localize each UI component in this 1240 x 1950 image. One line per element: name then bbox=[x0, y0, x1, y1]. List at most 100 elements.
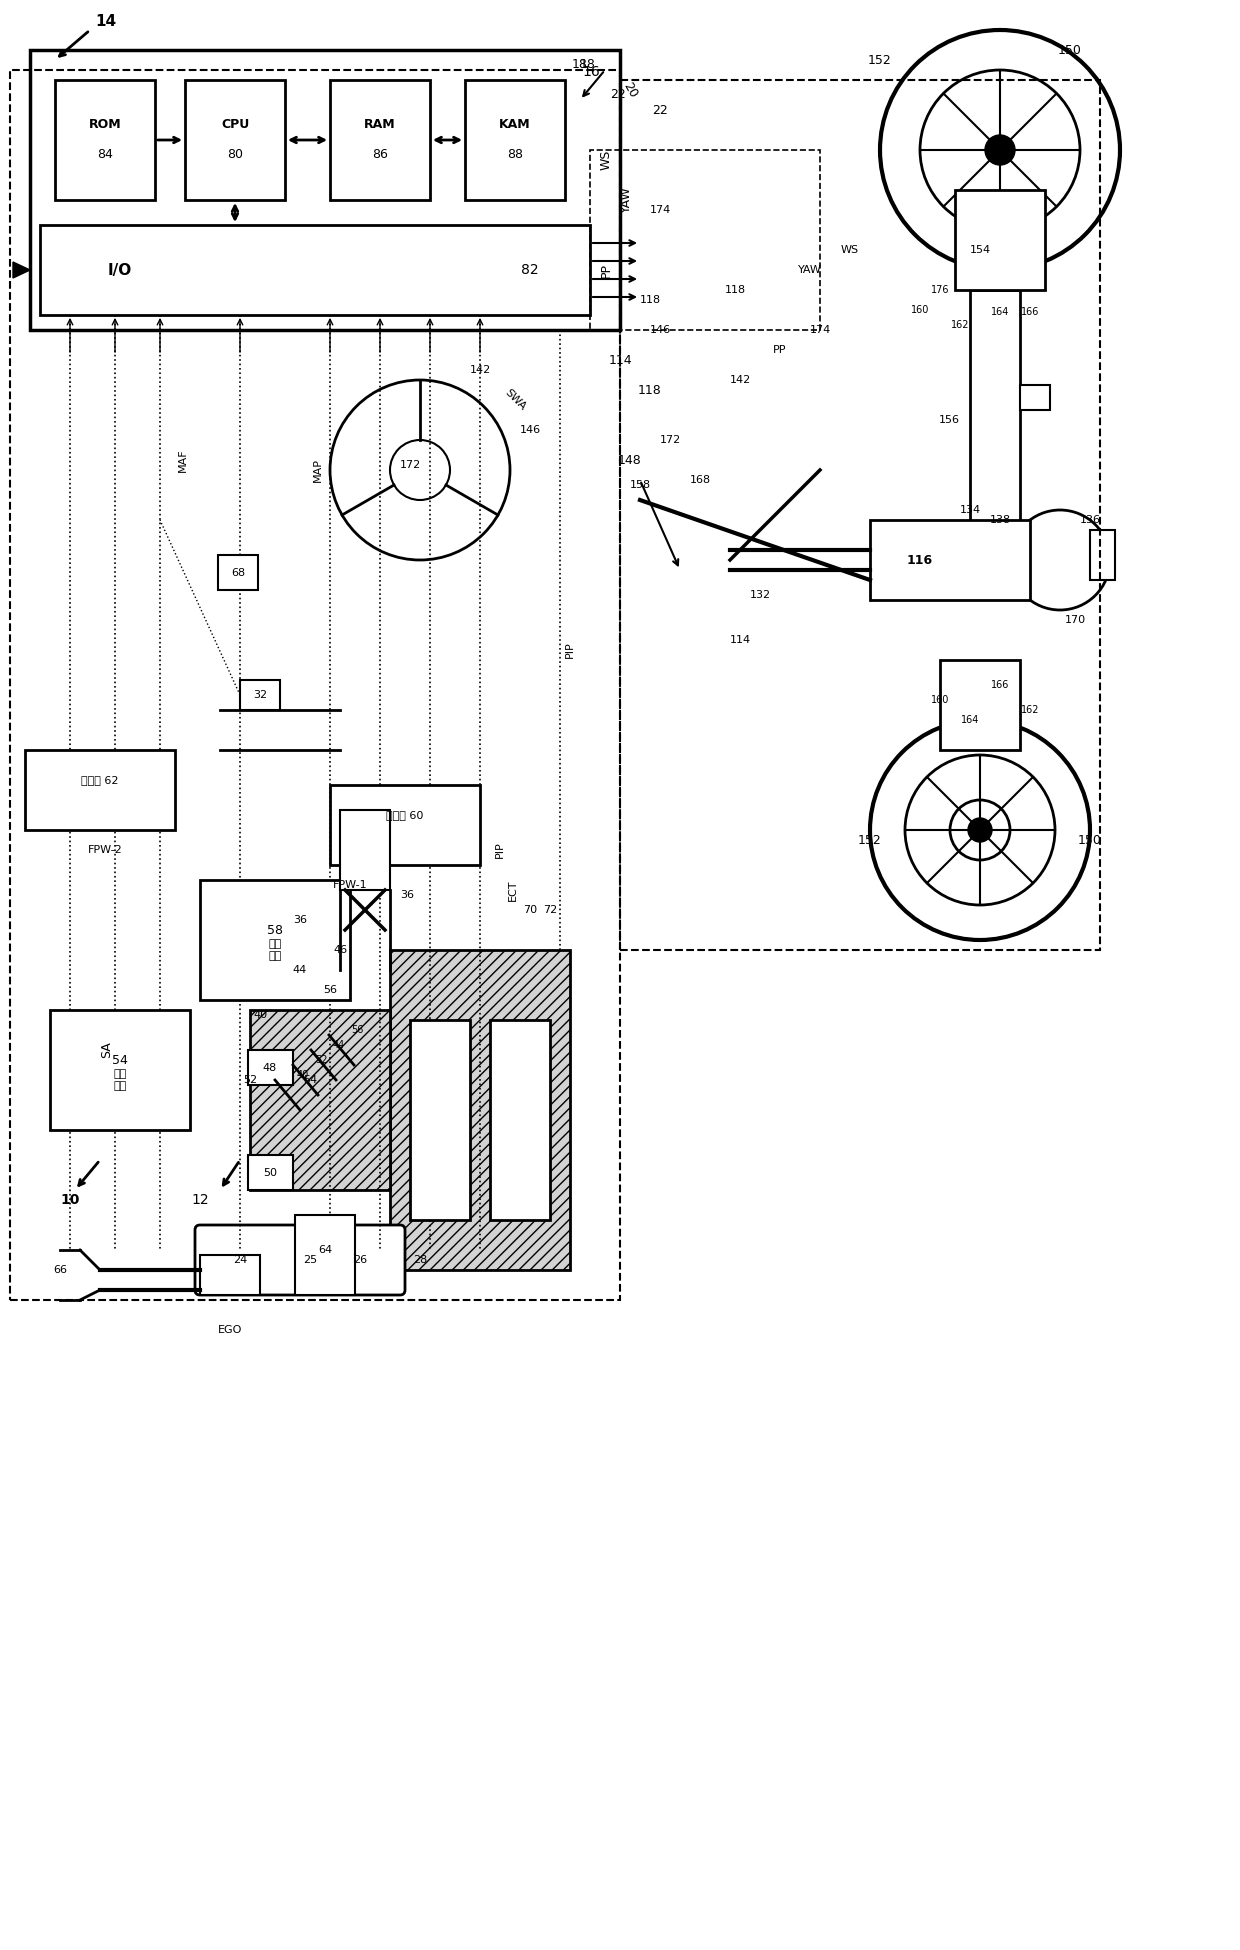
Text: 142: 142 bbox=[470, 365, 491, 374]
Text: 26: 26 bbox=[353, 1256, 367, 1266]
Bar bbox=[955, 189, 1045, 291]
Text: WS: WS bbox=[600, 150, 613, 170]
Text: 138: 138 bbox=[990, 515, 1011, 525]
Text: 22: 22 bbox=[610, 88, 626, 101]
Text: PIP: PIP bbox=[495, 842, 505, 858]
Text: 172: 172 bbox=[660, 435, 681, 445]
Text: 174: 174 bbox=[650, 205, 671, 214]
Text: 54: 54 bbox=[112, 1053, 128, 1067]
Bar bbox=[330, 80, 430, 201]
Text: 166: 166 bbox=[991, 681, 1009, 690]
Text: 132: 132 bbox=[749, 591, 770, 601]
Circle shape bbox=[985, 135, 1016, 166]
Text: 50: 50 bbox=[263, 1168, 277, 1178]
Text: 84: 84 bbox=[97, 148, 113, 162]
Text: 152: 152 bbox=[858, 833, 882, 846]
Bar bbox=[200, 879, 350, 1000]
Text: 166: 166 bbox=[1021, 306, 1039, 318]
Text: 燃料
系统: 燃料 系统 bbox=[268, 940, 281, 961]
Text: 36: 36 bbox=[401, 889, 414, 901]
Text: 88: 88 bbox=[507, 148, 523, 162]
Bar bbox=[25, 751, 175, 831]
Text: 164: 164 bbox=[991, 306, 1009, 318]
Text: 114: 114 bbox=[729, 636, 750, 645]
Text: 68: 68 bbox=[231, 567, 246, 577]
Text: ECT: ECT bbox=[508, 879, 518, 901]
Text: FPW-1: FPW-1 bbox=[332, 879, 367, 889]
Text: 160: 160 bbox=[931, 694, 949, 706]
Text: PIP: PIP bbox=[565, 642, 575, 659]
Text: 164: 164 bbox=[961, 716, 980, 725]
Text: YAW: YAW bbox=[620, 187, 632, 213]
Text: ROM: ROM bbox=[89, 119, 122, 131]
Text: 152: 152 bbox=[868, 53, 892, 66]
Text: 36: 36 bbox=[293, 915, 308, 924]
Text: 82: 82 bbox=[521, 263, 539, 277]
Bar bbox=[330, 786, 480, 866]
Text: 118: 118 bbox=[639, 384, 662, 396]
Text: 12: 12 bbox=[191, 1193, 208, 1207]
Bar bbox=[10, 70, 620, 1301]
Text: 52: 52 bbox=[243, 1074, 257, 1084]
Text: 52: 52 bbox=[315, 1055, 327, 1065]
Bar bbox=[465, 80, 565, 201]
Text: 146: 146 bbox=[520, 425, 541, 435]
Bar bbox=[490, 1020, 551, 1221]
Text: 48: 48 bbox=[263, 1063, 277, 1072]
Text: KAM: KAM bbox=[500, 119, 531, 131]
Text: 54: 54 bbox=[303, 1074, 317, 1084]
Bar bbox=[200, 1256, 260, 1295]
Text: MAF: MAF bbox=[179, 448, 188, 472]
Text: 168: 168 bbox=[689, 476, 711, 486]
Text: 142: 142 bbox=[729, 374, 750, 384]
Bar bbox=[55, 80, 155, 201]
Text: PP: PP bbox=[600, 263, 613, 277]
Text: 18: 18 bbox=[572, 58, 588, 72]
Text: SWA: SWA bbox=[502, 388, 527, 411]
Text: PP: PP bbox=[774, 345, 786, 355]
Text: 14: 14 bbox=[95, 14, 117, 29]
Text: 16: 16 bbox=[583, 64, 600, 80]
Circle shape bbox=[968, 817, 992, 842]
Bar bbox=[1021, 384, 1050, 410]
Text: 136: 136 bbox=[1080, 515, 1101, 525]
Text: 56: 56 bbox=[322, 985, 337, 994]
Bar bbox=[218, 556, 258, 591]
Text: 40: 40 bbox=[296, 1071, 309, 1080]
Bar bbox=[241, 681, 280, 710]
Bar bbox=[248, 1154, 293, 1190]
Text: 148: 148 bbox=[618, 454, 642, 466]
Text: 116: 116 bbox=[906, 554, 932, 567]
Text: WS: WS bbox=[841, 246, 859, 255]
Text: 162: 162 bbox=[951, 320, 970, 330]
Bar bbox=[340, 809, 391, 889]
Bar bbox=[50, 1010, 190, 1129]
Text: 72: 72 bbox=[543, 905, 557, 915]
Text: RAM: RAM bbox=[365, 119, 396, 131]
Bar bbox=[940, 659, 1021, 751]
Bar bbox=[410, 1020, 470, 1221]
Text: 160: 160 bbox=[911, 304, 929, 316]
Bar bbox=[250, 1010, 391, 1190]
Text: 172: 172 bbox=[399, 460, 420, 470]
Text: 20: 20 bbox=[620, 80, 640, 99]
Polygon shape bbox=[12, 261, 30, 279]
Bar bbox=[590, 150, 820, 330]
Text: 28: 28 bbox=[413, 1256, 427, 1266]
Text: 32: 32 bbox=[253, 690, 267, 700]
Bar bbox=[185, 80, 285, 201]
Text: 44: 44 bbox=[293, 965, 308, 975]
Text: YAW: YAW bbox=[799, 265, 822, 275]
Text: MAP: MAP bbox=[312, 458, 322, 482]
Text: 70: 70 bbox=[523, 905, 537, 915]
Bar bbox=[391, 950, 570, 1269]
Text: 170: 170 bbox=[1064, 614, 1085, 626]
Text: 58: 58 bbox=[267, 924, 283, 936]
Text: 驱动器 60: 驱动器 60 bbox=[387, 809, 424, 821]
Text: 25: 25 bbox=[303, 1256, 317, 1266]
Text: 22: 22 bbox=[652, 103, 668, 117]
Text: 146: 146 bbox=[650, 326, 671, 335]
Text: 86: 86 bbox=[372, 148, 388, 162]
Text: I/O: I/O bbox=[108, 263, 133, 277]
Text: SA: SA bbox=[100, 1041, 113, 1059]
